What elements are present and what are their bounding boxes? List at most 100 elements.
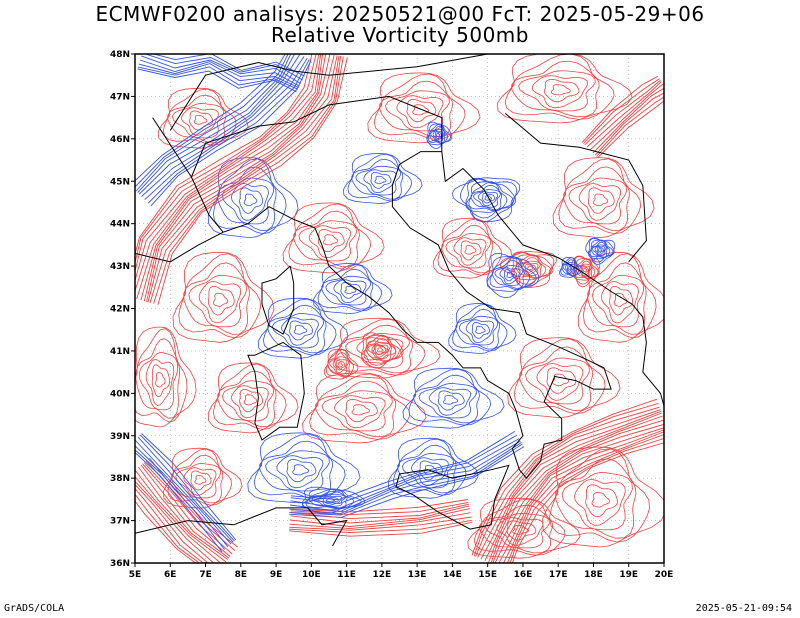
coastlines-borders	[135, 54, 664, 547]
vortex-core-positive	[361, 332, 404, 369]
vorticity-eddy	[464, 245, 477, 255]
vorticity-eddy	[518, 70, 596, 112]
jet-band-positive	[135, 54, 324, 293]
vorticity-eddy	[428, 387, 472, 416]
vorticity-eddy	[271, 313, 325, 349]
jet-band-negative	[139, 434, 235, 542]
vorticity-eddy	[418, 383, 477, 419]
vorticity-eddy	[243, 193, 258, 206]
jet-band-positive	[149, 56, 342, 303]
vorticity-eddy	[194, 475, 207, 485]
vorticity-eddy	[496, 54, 633, 124]
vorticity-eddy	[531, 75, 589, 109]
vorticity-eddy	[193, 115, 208, 125]
vorticity-eddy	[582, 253, 657, 339]
vorticity-eddy	[574, 478, 626, 526]
vortex-core-negative	[465, 178, 517, 219]
jet-band-negative	[137, 68, 297, 93]
vortex-core-negative	[598, 248, 603, 252]
jet-band-positive	[471, 398, 658, 556]
jet-band-positive	[290, 499, 468, 513]
vorticity-eddy	[542, 446, 664, 548]
render-timestamp: 2025-05-21-09:54	[695, 603, 792, 614]
vorticity-eddy	[231, 385, 269, 419]
vorticity-eddy	[289, 320, 313, 341]
vorticity-eddy	[445, 233, 492, 269]
jet-band-positive	[597, 100, 664, 159]
vorticity-eddy	[292, 464, 310, 476]
jet-band-positive	[488, 415, 663, 563]
jet-band-positive	[507, 433, 664, 563]
vortex-core-negative	[506, 272, 515, 278]
vortex-core-negative	[503, 269, 518, 282]
jet-band-negative	[139, 59, 300, 87]
vorticity-eddy	[563, 166, 630, 232]
vorticity-eddy	[243, 394, 258, 406]
vorticity-eddy	[317, 228, 345, 253]
vorticity-eddy	[315, 380, 397, 438]
jet-band-positive	[136, 54, 327, 300]
lat-tick-label: 47N	[110, 92, 130, 102]
lon-tick-label: 6E	[164, 570, 176, 580]
lat-tick-label: 36N	[110, 559, 130, 569]
jet-band-positive	[289, 512, 471, 530]
coastline-africa	[135, 520, 234, 534]
vortex-core-positive	[527, 265, 534, 271]
coastline-italy	[223, 151, 612, 479]
jet-band-negative	[135, 439, 232, 545]
jet-band-positive	[135, 480, 215, 563]
vorticity-eddy	[286, 458, 317, 483]
vortex-core-negative	[317, 495, 343, 506]
vorticity-eddy	[471, 321, 490, 339]
lon-tick-label: 19E	[619, 570, 638, 580]
vorticity-eddy	[351, 404, 370, 416]
software-credit: GrADS/COLA	[4, 603, 65, 614]
vorticity-eddy	[601, 280, 639, 324]
vorticity-eddy	[321, 390, 393, 432]
vorticity-eddy	[212, 363, 287, 430]
jet-band-positive	[143, 462, 233, 555]
vorticity-eddy	[190, 470, 212, 491]
vortex-core-negative	[325, 498, 335, 502]
vortex-core-positive	[335, 359, 346, 371]
vortex-core-negative	[592, 244, 607, 257]
vortex-core-negative	[559, 256, 583, 278]
vortex-core-negative	[434, 131, 442, 139]
vorticity-eddy	[511, 60, 600, 118]
vorticity-eddy	[239, 388, 263, 413]
vortex-core-positive	[583, 268, 588, 272]
jet-band-positive	[135, 54, 317, 265]
vorticity-eddy	[183, 467, 217, 496]
jet-band-positive	[140, 464, 230, 559]
vorticity-eddy	[217, 370, 277, 428]
vortex-core-positive	[323, 348, 359, 380]
vorticity-eddy	[345, 398, 378, 423]
jet-band-positive	[494, 427, 664, 563]
vortex-core-negative	[588, 238, 615, 263]
jet-band-positive	[584, 79, 661, 146]
lon-tick-label: 15E	[478, 570, 497, 580]
vorticity-eddy	[155, 372, 166, 388]
lat-tick-label: 37N	[110, 517, 130, 527]
vorticity-eddy	[313, 263, 393, 314]
vorticity-eddy	[513, 338, 606, 415]
vortex-core-negative	[459, 177, 518, 223]
vorticity-eddy	[135, 338, 181, 419]
vorticity-eddy	[552, 373, 570, 386]
jet-band-negative	[289, 440, 521, 512]
vorticity-eddy	[213, 292, 229, 307]
jet-band-positive	[135, 54, 313, 256]
vorticity-eddy	[327, 317, 441, 379]
vorticity-eddy	[181, 107, 219, 136]
jet-band-positive	[490, 419, 664, 563]
jet-band-negative	[151, 54, 305, 77]
lon-axis: 5E 6E 7E 8E 9E 10E 11E 12E 13E 14E 15E 16E 17E 18E 19E…	[129, 563, 673, 580]
vorticity-eddy	[555, 458, 637, 539]
jet-band-negative	[135, 449, 225, 550]
jet-band-positive	[289, 519, 473, 533]
jet-band-negative	[143, 54, 303, 81]
vortex-core-negative	[564, 263, 576, 274]
vortex-core-negative	[486, 253, 540, 299]
vorticity-eddy	[392, 438, 467, 496]
lon-tick-label: 17E	[549, 570, 568, 580]
